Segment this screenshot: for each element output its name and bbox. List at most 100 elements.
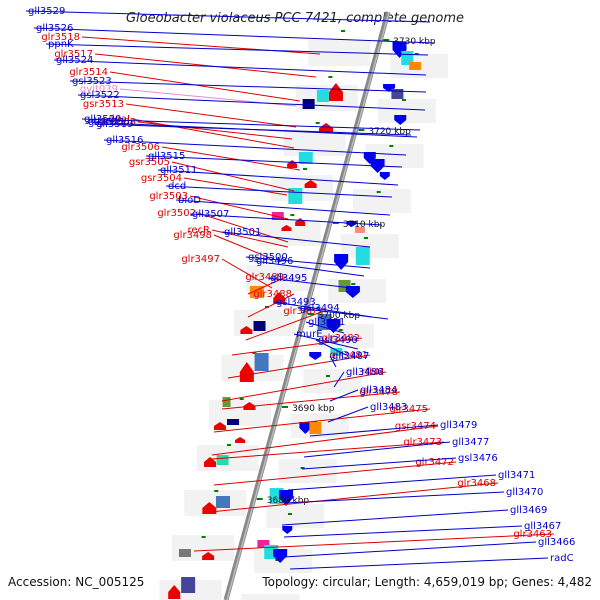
gene-box-layer: [159, 40, 449, 600]
gene-arrow-reverse: [309, 352, 322, 360]
gene-label-left: glr3472: [415, 457, 454, 468]
gene-label-left: glr3489: [245, 272, 284, 283]
gene-arrow-reverse: [282, 526, 293, 534]
gene-label-right: gll3526: [36, 23, 73, 34]
gene-label-right: gll3487: [332, 351, 369, 362]
gene-arrow-reverse: [334, 254, 349, 270]
gene-label-right: gll3469: [510, 505, 547, 516]
gene-leader-line-right: [53, 59, 427, 76]
gene-label-left: glr3518: [41, 32, 80, 43]
gene-leader-line-right: [329, 355, 337, 368]
gene-label-right: gll3471: [498, 470, 535, 481]
gene-leader-line-left: [213, 234, 271, 259]
gene-leader-line-left: [221, 371, 387, 402]
gene-label-right: gll3495: [270, 273, 307, 284]
gene-leader-line-right: [103, 139, 407, 156]
gene-region-box: [241, 594, 300, 600]
gene-leader-line-left: [221, 258, 273, 289]
gene-label-right: ppnK: [48, 39, 74, 50]
gene-leader-line-left: [221, 391, 401, 410]
gene-label-right: gll3520: [84, 114, 121, 125]
gene-arrow-forward: [239, 362, 254, 382]
gene-leader-line-right: [289, 557, 549, 570]
gene-leader-line-left: [213, 461, 457, 486]
axis-tick: [376, 191, 381, 193]
gene-label-right: gll3521: [88, 117, 125, 128]
gene-label-right: gsl3522: [80, 90, 120, 101]
gene-label-right: gll3519: [96, 119, 133, 130]
gene-arrow-forward: [202, 552, 215, 560]
gene-leader-line-right: [333, 371, 345, 388]
gene-block: [178, 549, 191, 557]
gene-arrow-forward: [235, 437, 246, 443]
gene-label-left: glr3503: [149, 191, 188, 202]
gene-leader-line-left: [189, 195, 289, 220]
gene-arrow-forward: [287, 160, 298, 168]
gene-label-right: gll3515: [148, 151, 185, 162]
gene-label-right: gll3477: [452, 437, 489, 448]
axis-tick: [303, 168, 308, 170]
gene-block: [257, 540, 270, 548]
gene-arrow-forward: [304, 180, 317, 188]
gene-leader-line-right: [301, 457, 457, 470]
gene-leader-line-left: [211, 441, 445, 460]
gene-leader-line-right: [293, 333, 359, 350]
gene-arrow-reverse: [279, 490, 294, 506]
gene-label-left: glr3517: [54, 49, 93, 60]
gene-leader-line-left: [213, 408, 431, 433]
gene-label-left: glr3498: [173, 230, 212, 241]
gene-leader-line-right: [221, 231, 371, 248]
gene-leader-line-left: [211, 425, 439, 456]
axis-tick: [389, 145, 394, 147]
gene-label-left: glr3502: [157, 208, 196, 219]
gene-block: [227, 419, 240, 425]
gene-leader-line-right: [189, 213, 383, 226]
gene-label-right: gll3511: [160, 165, 197, 176]
gene-leader-line-right: [25, 10, 431, 23]
gene-leader-line-left: [209, 482, 499, 513]
gene-arrow-reverse: [299, 422, 312, 434]
axis-tick: [201, 536, 206, 538]
gene-block: [316, 90, 329, 102]
gene-label-left: glr3468: [457, 478, 496, 489]
gene-label-left: glr3475: [389, 404, 428, 415]
gene-region-box: [353, 189, 412, 213]
gene-region-box: [377, 99, 436, 123]
gene-label-left: gsr3504: [141, 173, 182, 184]
gene-label-left: rfbM: [361, 367, 384, 378]
axis-tick: [351, 283, 356, 285]
topology-text: Topology: circular; Length: 4,659,019 bp…: [261, 575, 592, 589]
gene-leader-line-left: [171, 161, 295, 192]
gene-block: [309, 422, 322, 434]
gene-label-left: gsr3513: [83, 99, 124, 110]
gene-leader-line-left: [231, 337, 363, 356]
axis-tick: [414, 53, 419, 55]
gene-arrow-reverse: [326, 319, 341, 333]
gene-leader-line-right: [329, 389, 359, 402]
gene-leader-line-left: [183, 177, 288, 196]
gene-block: [409, 62, 422, 70]
axis-tick: [364, 237, 369, 239]
gene-label-left: dnaJ: [108, 114, 130, 125]
gene-block: [302, 99, 315, 109]
axis-tick: [252, 352, 257, 354]
gene-arrow-reverse: [273, 549, 288, 563]
gene-leader-line-right: [283, 541, 537, 558]
gene-leader-line-right: [283, 525, 523, 538]
kbp-marker: 3720 kbp: [368, 127, 411, 137]
gene-arrow-forward: [273, 292, 286, 304]
gene-block: [355, 247, 370, 265]
gene-block: [271, 212, 284, 220]
gene-label-right: gsl3500: [248, 252, 288, 263]
gene-leader-line-right: [93, 123, 412, 136]
gene-label-right: gll3466: [538, 537, 575, 548]
gene-leader-line-right: [45, 43, 429, 56]
gene-leader-line-left: [193, 533, 555, 552]
gene-leader-line-right: [165, 185, 393, 198]
gene-label-left: glr3506: [121, 142, 160, 153]
gene-arrow-forward: [328, 83, 343, 101]
gene-block: [216, 496, 230, 508]
gene-leader-line-right: [273, 301, 373, 318]
axis-tick: [315, 122, 320, 124]
